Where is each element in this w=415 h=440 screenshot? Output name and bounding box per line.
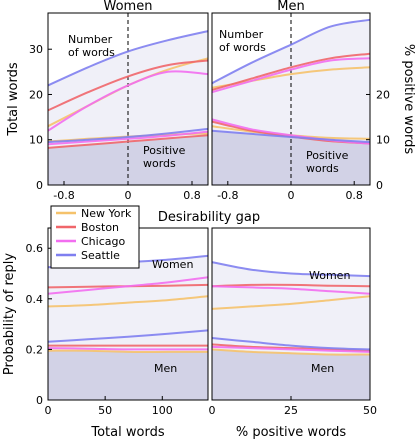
series-line-boston-positive bbox=[47, 134, 209, 149]
panel-title: Women bbox=[104, 0, 153, 14]
series-line-new-york-men bbox=[211, 348, 371, 356]
annotation-men: Men bbox=[311, 362, 334, 375]
y-tick-label: 0.4 bbox=[26, 293, 44, 306]
series-line-chicago-words bbox=[211, 57, 371, 94]
series-line-seattle-women bbox=[211, 261, 371, 278]
x-tick-label: 0 bbox=[288, 189, 295, 202]
panel-title: Men bbox=[277, 0, 304, 14]
legend-box bbox=[50, 205, 140, 269]
x-axis-label-percent-positive-words: % positive words bbox=[236, 425, 347, 440]
series-line-seattle-words bbox=[211, 18, 371, 85]
legend-label-chicago: Chicago bbox=[81, 235, 125, 248]
y-right-tick-label: 10 bbox=[376, 134, 390, 147]
series-line-chicago-positive bbox=[47, 130, 209, 146]
annotation-positive-words: Positive words bbox=[306, 149, 349, 175]
series-line-chicago-men bbox=[47, 347, 208, 351]
men-panel bbox=[211, 12, 371, 186]
series-line-seattle-words bbox=[47, 30, 209, 87]
series-line-new-york-men bbox=[47, 349, 208, 354]
series-line-seattle-men bbox=[47, 329, 209, 343]
lower-shaded-region bbox=[212, 349, 370, 400]
x-tick-label: 50 bbox=[98, 404, 112, 417]
annotation-positive-words: Positive words bbox=[143, 144, 186, 170]
series-line-boston-men bbox=[211, 343, 371, 352]
x-tick-label: 100 bbox=[152, 404, 173, 417]
positive-words-panel bbox=[211, 227, 371, 401]
annotation-women: Women bbox=[309, 269, 350, 282]
series-line-chicago-women bbox=[47, 276, 209, 295]
series-line-new-york-women bbox=[211, 295, 371, 310]
legend bbox=[50, 205, 140, 269]
series-line-seattle-men bbox=[211, 337, 371, 351]
y-axis-label-probability-of-reply: Probability of reply bbox=[2, 253, 17, 375]
series-line-new-york-women bbox=[47, 295, 209, 308]
legend-label-new-york: New York bbox=[81, 207, 132, 220]
x-axis-label-desirability-gap: Desirability gap bbox=[158, 210, 260, 225]
annotation-number-of-words: Number of words bbox=[68, 33, 115, 59]
x-tick-label: 0.8 bbox=[183, 189, 201, 202]
women-panel bbox=[47, 12, 209, 186]
series-line-seattle-positive bbox=[211, 129, 371, 143]
y-tick-label: 0.6 bbox=[26, 242, 44, 255]
x-axis-label-total-words: Total words bbox=[90, 425, 164, 440]
x-tick-label: 0.8 bbox=[345, 189, 363, 202]
series-line-boston-women bbox=[211, 283, 371, 288]
y-tick-label: 30 bbox=[29, 43, 43, 56]
annotation-number-of-words: Number of words bbox=[219, 28, 266, 54]
annotation-women: Women bbox=[152, 258, 193, 271]
x-tick-label: 0 bbox=[209, 404, 216, 417]
series-line-seattle-positive bbox=[47, 127, 209, 143]
x-tick-label: 0 bbox=[125, 189, 132, 202]
lower-shaded-region bbox=[48, 350, 208, 400]
y-right-tick-label: 0 bbox=[376, 179, 383, 192]
series-line-chicago-women bbox=[211, 285, 371, 295]
legend-label-seattle: Seattle bbox=[81, 249, 120, 262]
x-tick-label: -0.8 bbox=[217, 189, 238, 202]
series-line-chicago-men bbox=[211, 345, 371, 353]
y-tick-label: 0 bbox=[36, 394, 43, 407]
series-line-chicago-words bbox=[47, 70, 209, 132]
y-axis-label-total-words: Total words bbox=[6, 62, 21, 136]
x-tick-label: 50 bbox=[363, 404, 377, 417]
y-tick-label: 10 bbox=[29, 134, 43, 147]
y-axis-label-percent-positive-words: % positive words bbox=[401, 44, 415, 155]
series-line-boston-words bbox=[211, 52, 371, 91]
y-tick-label: 0.2 bbox=[26, 343, 44, 356]
series-line-boston-words bbox=[47, 59, 209, 112]
legend-label-boston: Boston bbox=[81, 221, 119, 234]
y-tick-label: 20 bbox=[29, 88, 43, 101]
annotation-men: Men bbox=[154, 362, 177, 375]
y-right-tick-label: 20 bbox=[376, 88, 390, 101]
y-tick-label: 0 bbox=[36, 179, 43, 192]
x-tick-label: 25 bbox=[284, 404, 298, 417]
x-tick-label: 0 bbox=[45, 404, 52, 417]
x-tick-label: -0.8 bbox=[53, 189, 74, 202]
lower-shaded-region bbox=[212, 130, 370, 185]
